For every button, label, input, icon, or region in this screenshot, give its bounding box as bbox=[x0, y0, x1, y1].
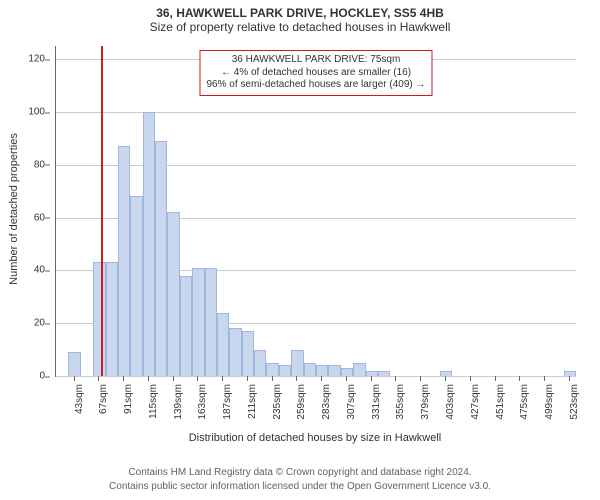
x-tick-label: 283sqm bbox=[321, 384, 332, 432]
histogram-bar bbox=[93, 262, 105, 376]
x-tick-label: 379sqm bbox=[420, 384, 431, 432]
x-tick-mark bbox=[569, 376, 570, 381]
histogram-bar bbox=[155, 141, 167, 376]
histogram-bar bbox=[118, 146, 130, 376]
x-tick-label: 307sqm bbox=[346, 384, 357, 432]
x-axis-label: Distribution of detached houses by size … bbox=[55, 432, 575, 444]
x-tick-label: 451sqm bbox=[495, 384, 506, 432]
x-tick-mark bbox=[74, 376, 75, 381]
histogram-bar bbox=[291, 350, 303, 376]
y-tick-label: 120 bbox=[0, 54, 45, 65]
histogram-bar bbox=[266, 363, 278, 376]
x-tick-mark bbox=[321, 376, 322, 381]
grid-line bbox=[56, 165, 576, 166]
x-tick-mark bbox=[222, 376, 223, 381]
x-tick-label: 91sqm bbox=[123, 384, 134, 432]
histogram-bar bbox=[205, 268, 217, 376]
x-tick-label: 475sqm bbox=[519, 384, 530, 432]
histogram-bar bbox=[68, 352, 80, 376]
x-tick-mark bbox=[371, 376, 372, 381]
x-tick-mark bbox=[98, 376, 99, 381]
x-tick-mark bbox=[519, 376, 520, 381]
x-tick-mark bbox=[123, 376, 124, 381]
y-tick-label: 80 bbox=[0, 159, 45, 170]
x-tick-mark bbox=[495, 376, 496, 381]
x-tick-label: 115sqm bbox=[148, 384, 159, 432]
chart-container: 36, HAWKWELL PARK DRIVE, HOCKLEY, SS5 4H… bbox=[0, 0, 600, 500]
x-tick-label: 331sqm bbox=[371, 384, 382, 432]
x-tick-label: 235sqm bbox=[272, 384, 283, 432]
x-tick-mark bbox=[470, 376, 471, 381]
y-tick-label: 100 bbox=[0, 107, 45, 118]
annotation-line: ← 4% of detached houses are smaller (16) bbox=[206, 67, 425, 80]
x-tick-label: 187sqm bbox=[222, 384, 233, 432]
x-tick-mark bbox=[272, 376, 273, 381]
footer-line-1: Contains HM Land Registry data © Crown c… bbox=[0, 467, 600, 478]
x-tick-label: 499sqm bbox=[544, 384, 555, 432]
plot-area: 36 HAWKWELL PARK DRIVE: 75sqm← 4% of det… bbox=[55, 46, 576, 377]
y-tick-label: 0 bbox=[0, 371, 45, 382]
histogram-bar bbox=[180, 276, 192, 376]
histogram-bar bbox=[366, 371, 378, 376]
x-tick-mark bbox=[445, 376, 446, 381]
x-tick-label: 427sqm bbox=[470, 384, 481, 432]
x-tick-mark bbox=[395, 376, 396, 381]
x-tick-label: 67sqm bbox=[98, 384, 109, 432]
annotation-box: 36 HAWKWELL PARK DRIVE: 75sqm← 4% of det… bbox=[199, 50, 432, 96]
y-tick-label: 60 bbox=[0, 212, 45, 223]
chart-title: 36, HAWKWELL PARK DRIVE, HOCKLEY, SS5 4H… bbox=[0, 0, 600, 20]
x-tick-mark bbox=[544, 376, 545, 381]
x-tick-mark bbox=[197, 376, 198, 381]
annotation-line: 96% of semi-detached houses are larger (… bbox=[206, 79, 425, 92]
histogram-bar bbox=[564, 371, 576, 376]
histogram-bar bbox=[254, 350, 266, 376]
x-tick-mark bbox=[247, 376, 248, 381]
histogram-bar bbox=[316, 365, 328, 376]
plot-wrap: 36 HAWKWELL PARK DRIVE: 75sqm← 4% of det… bbox=[0, 46, 600, 458]
histogram-bar bbox=[242, 331, 254, 376]
histogram-bar bbox=[106, 262, 118, 376]
x-tick-mark bbox=[148, 376, 149, 381]
x-tick-label: 403sqm bbox=[445, 384, 456, 432]
histogram-bar bbox=[192, 268, 204, 376]
annotation-line: 36 HAWKWELL PARK DRIVE: 75sqm bbox=[206, 54, 425, 67]
grid-line bbox=[56, 112, 576, 113]
y-axis-label: Number of detached properties bbox=[8, 44, 20, 374]
histogram-bar bbox=[229, 328, 241, 376]
histogram-bar bbox=[279, 365, 291, 376]
grid-line bbox=[56, 376, 576, 377]
x-tick-mark bbox=[346, 376, 347, 381]
histogram-bar bbox=[143, 112, 155, 376]
histogram-bar bbox=[167, 212, 179, 376]
x-tick-label: 211sqm bbox=[247, 384, 258, 432]
x-tick-mark bbox=[173, 376, 174, 381]
histogram-bar bbox=[328, 365, 340, 376]
x-tick-mark bbox=[420, 376, 421, 381]
chart-subtitle: Size of property relative to detached ho… bbox=[0, 20, 600, 34]
x-tick-label: 523sqm bbox=[569, 384, 580, 432]
histogram-bar bbox=[378, 371, 390, 376]
x-tick-label: 139sqm bbox=[173, 384, 184, 432]
x-tick-label: 163sqm bbox=[197, 384, 208, 432]
reference-marker-line bbox=[101, 46, 103, 376]
footer-line-2: Contains public sector information licen… bbox=[0, 481, 600, 492]
histogram-bar bbox=[130, 196, 142, 376]
x-tick-label: 355sqm bbox=[395, 384, 406, 432]
x-tick-label: 43sqm bbox=[74, 384, 85, 432]
histogram-bar bbox=[304, 363, 316, 376]
y-tick-label: 20 bbox=[0, 318, 45, 329]
y-tick-label: 40 bbox=[0, 265, 45, 276]
histogram-bar bbox=[217, 313, 229, 376]
histogram-bar bbox=[353, 363, 365, 376]
x-tick-mark bbox=[296, 376, 297, 381]
histogram-bar bbox=[341, 368, 353, 376]
x-tick-label: 259sqm bbox=[296, 384, 307, 432]
